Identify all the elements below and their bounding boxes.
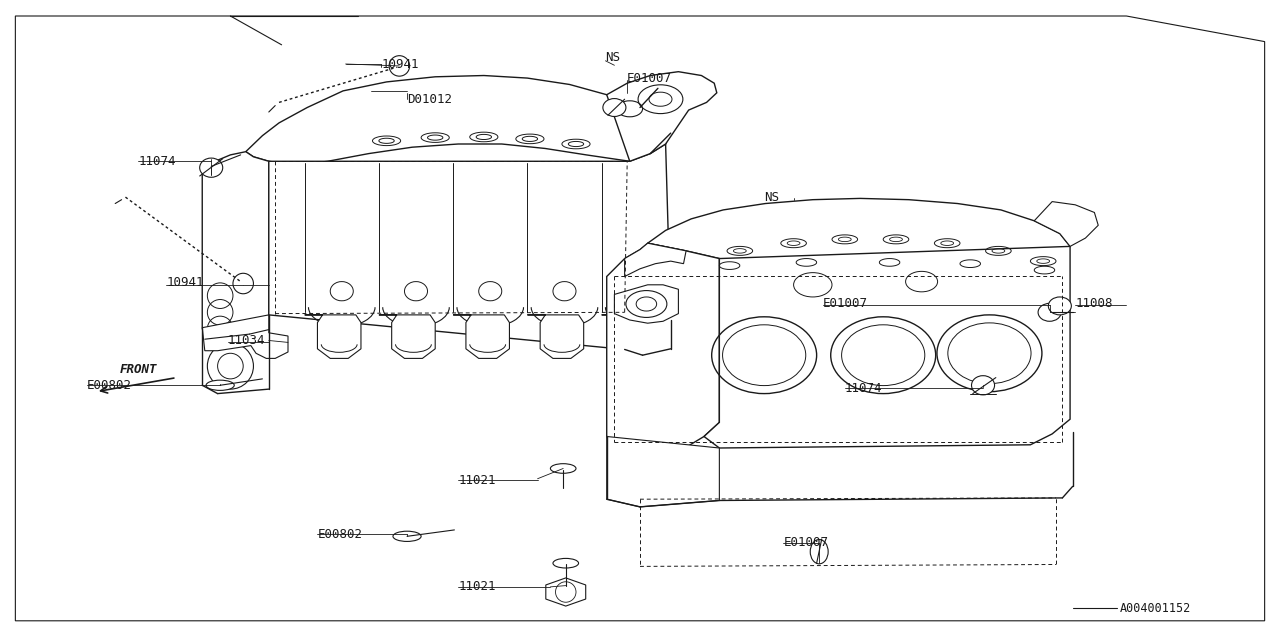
Polygon shape [379, 315, 435, 358]
Text: 11074: 11074 [845, 382, 882, 395]
Text: A004001152: A004001152 [1120, 602, 1192, 614]
Polygon shape [607, 243, 719, 460]
Ellipse shape [393, 531, 421, 541]
Polygon shape [453, 315, 509, 358]
Text: E01007: E01007 [627, 72, 672, 84]
Text: E00802: E00802 [87, 379, 132, 392]
Polygon shape [648, 198, 1070, 276]
Circle shape [389, 56, 410, 76]
Text: NS: NS [605, 51, 621, 64]
Text: E00802: E00802 [317, 528, 362, 541]
Polygon shape [269, 144, 671, 349]
Ellipse shape [553, 558, 579, 568]
Polygon shape [246, 76, 671, 165]
Polygon shape [527, 315, 584, 358]
Ellipse shape [206, 380, 234, 390]
Text: E01007: E01007 [823, 297, 868, 310]
Text: 11021: 11021 [458, 580, 495, 593]
Polygon shape [614, 285, 678, 323]
Text: 11034: 11034 [228, 334, 265, 347]
Ellipse shape [603, 99, 626, 116]
Polygon shape [545, 578, 586, 606]
Polygon shape [202, 315, 288, 358]
Text: NS: NS [764, 191, 780, 204]
Ellipse shape [1048, 297, 1071, 315]
Polygon shape [625, 243, 686, 276]
Polygon shape [607, 436, 719, 507]
Polygon shape [1034, 202, 1098, 246]
Ellipse shape [1038, 303, 1061, 321]
Polygon shape [607, 72, 717, 161]
Text: 10941: 10941 [166, 276, 204, 289]
Text: D01012: D01012 [407, 93, 452, 106]
Text: 11074: 11074 [138, 155, 175, 168]
Polygon shape [202, 152, 269, 348]
Ellipse shape [550, 463, 576, 474]
Ellipse shape [200, 158, 223, 177]
Circle shape [233, 273, 253, 294]
Text: 11021: 11021 [458, 474, 495, 486]
Text: 11008: 11008 [1075, 297, 1112, 310]
Ellipse shape [972, 376, 995, 395]
Text: FRONT: FRONT [119, 364, 157, 376]
Polygon shape [602, 315, 658, 358]
Polygon shape [305, 315, 361, 358]
Text: E01007: E01007 [783, 536, 828, 549]
Text: 10941: 10941 [381, 58, 419, 70]
Ellipse shape [810, 540, 828, 564]
Polygon shape [704, 246, 1070, 448]
